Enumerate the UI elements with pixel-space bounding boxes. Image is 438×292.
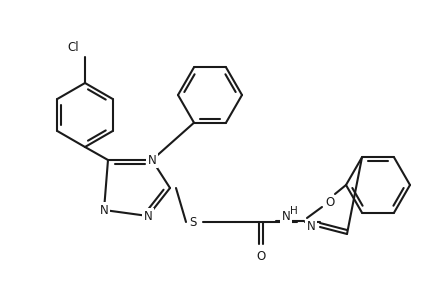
Text: N: N: [143, 209, 152, 223]
Text: N: N: [281, 211, 290, 223]
Text: N: N: [99, 204, 108, 216]
Text: O: O: [256, 251, 265, 263]
Text: N: N: [147, 154, 156, 166]
Text: S: S: [189, 215, 196, 229]
Text: N: N: [306, 220, 314, 234]
Text: H: H: [290, 206, 297, 216]
Text: O: O: [325, 197, 334, 209]
Text: Cl: Cl: [67, 41, 79, 53]
